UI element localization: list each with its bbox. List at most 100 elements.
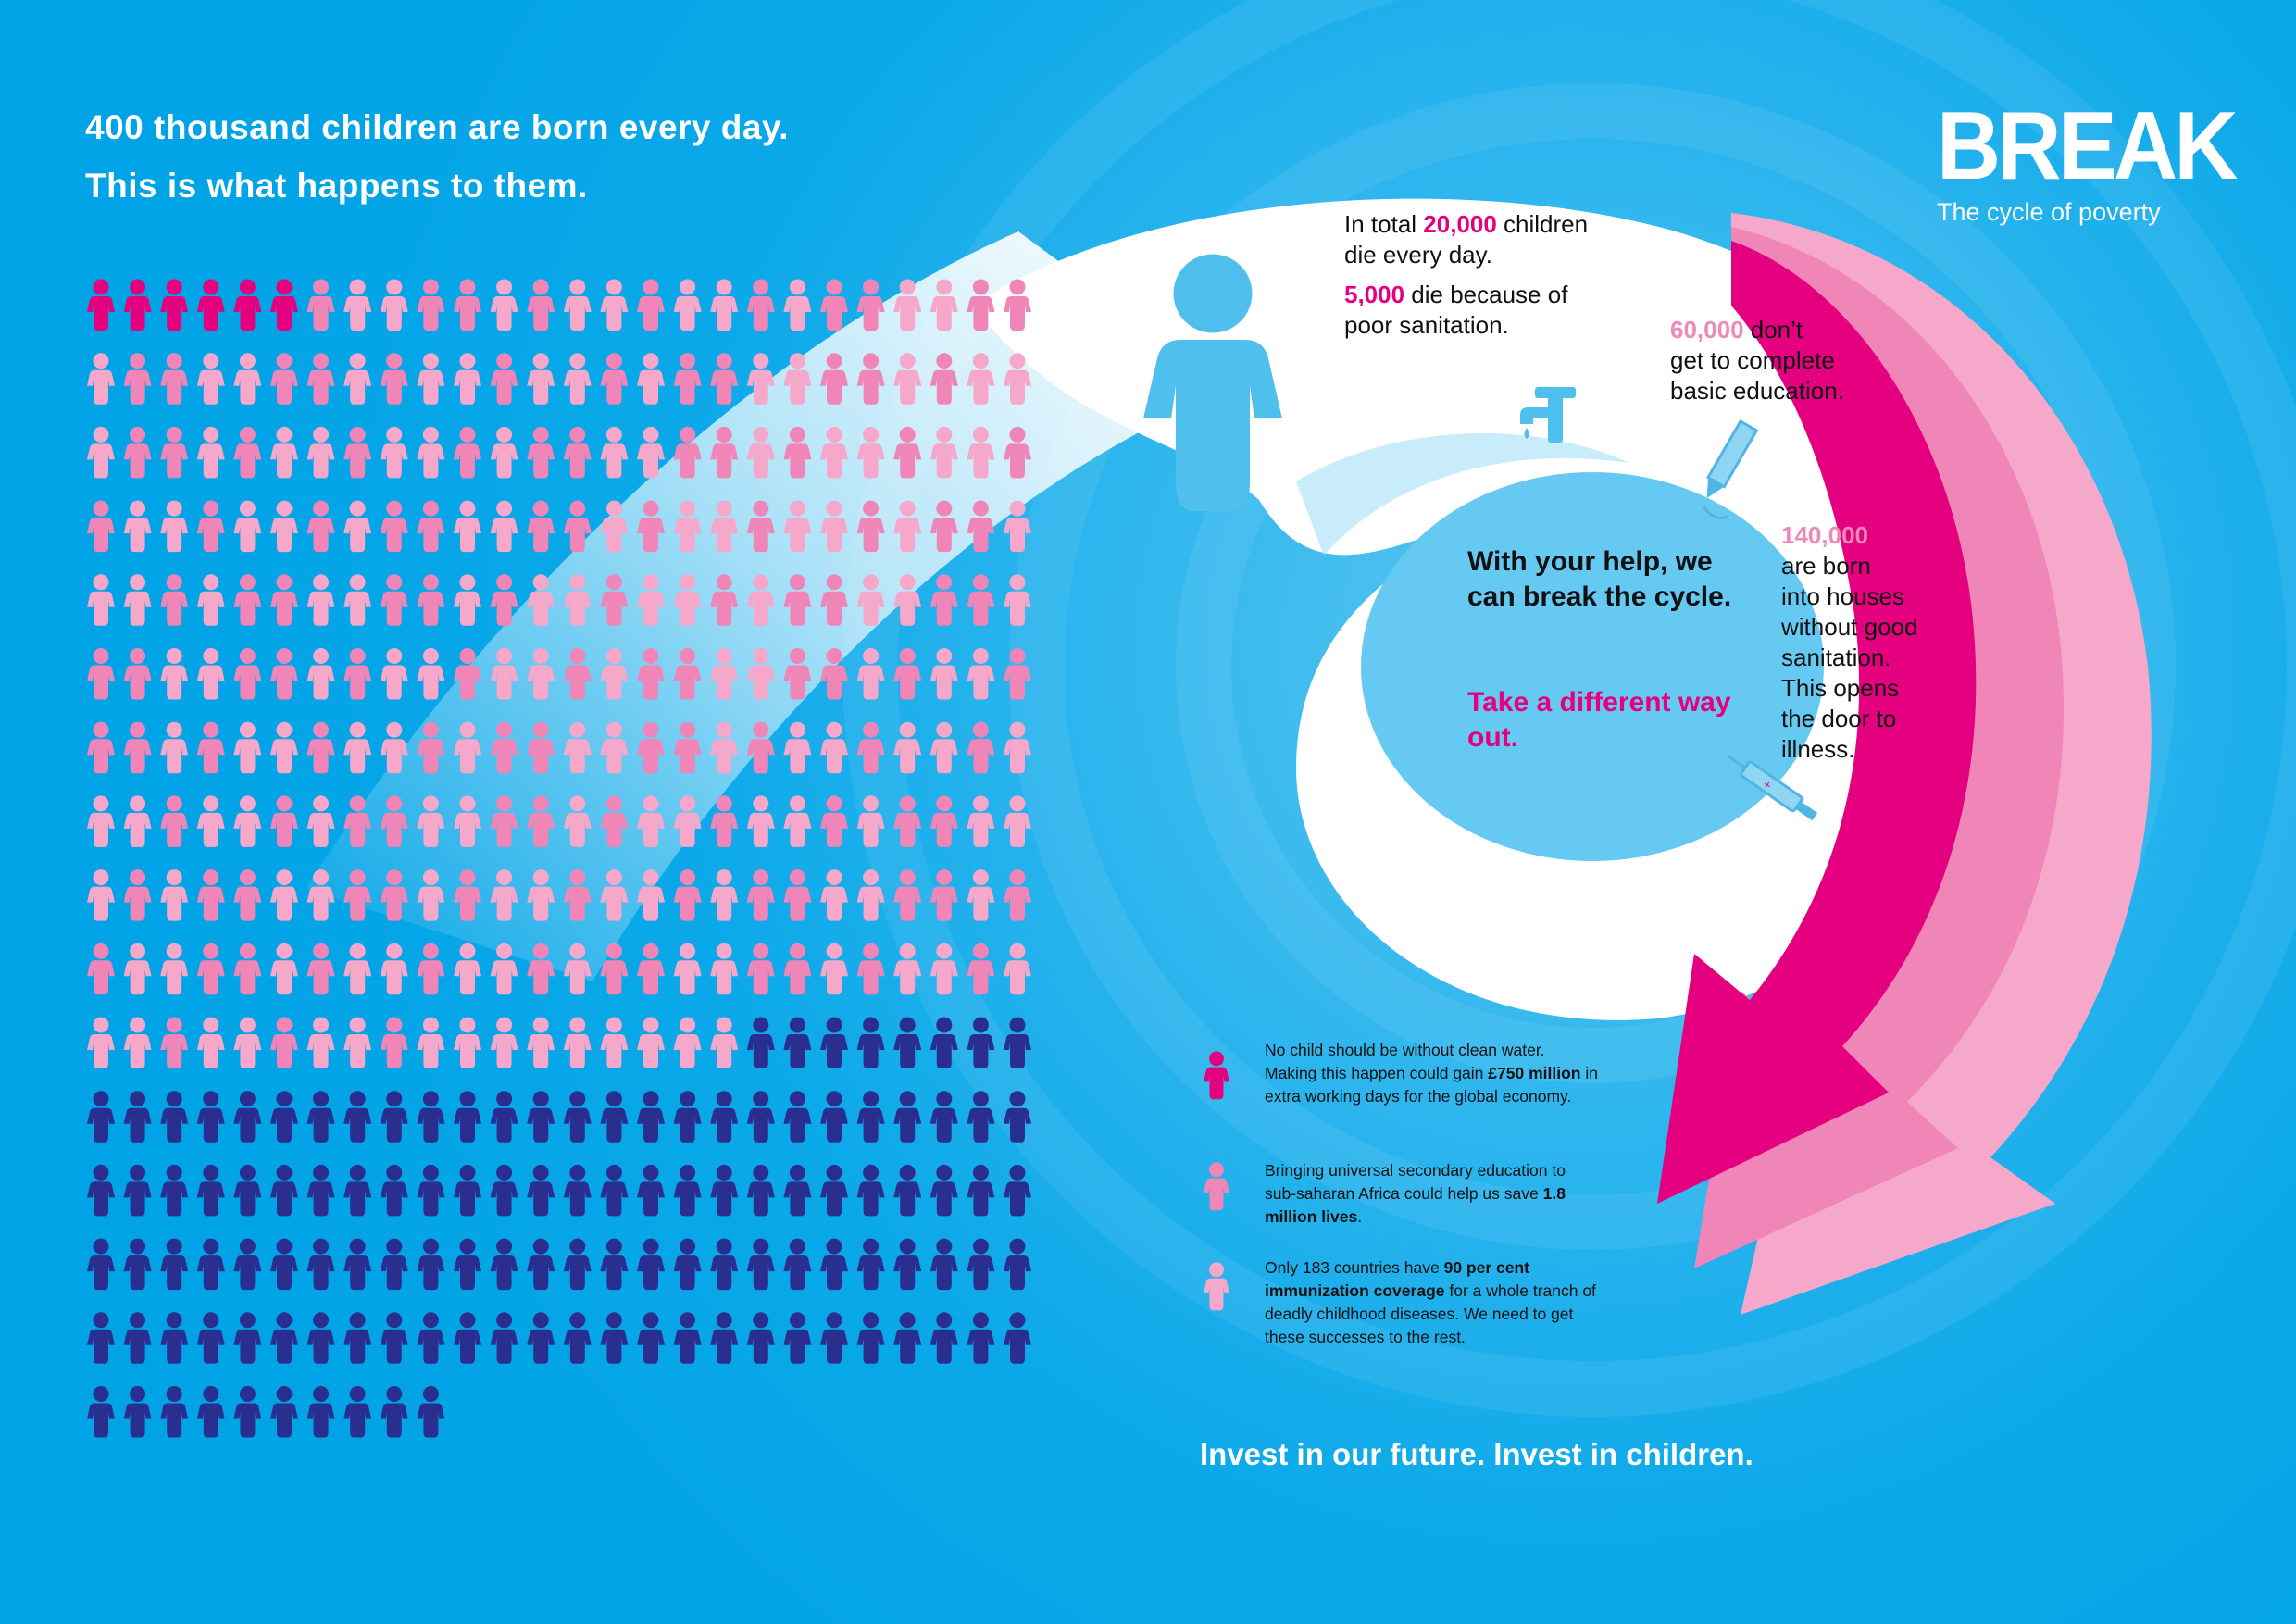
child-figure bbox=[196, 353, 225, 405]
child-figure bbox=[233, 1017, 262, 1068]
child-figure bbox=[637, 279, 665, 331]
child-figure bbox=[490, 1312, 518, 1364]
child-figure bbox=[343, 1017, 372, 1068]
child-figure bbox=[710, 1312, 739, 1364]
child-figure bbox=[417, 943, 445, 995]
child-figure bbox=[417, 1164, 445, 1217]
child-figure bbox=[380, 1312, 408, 1364]
child-figure bbox=[343, 1386, 372, 1438]
child-figure bbox=[600, 1164, 629, 1217]
child-figure bbox=[820, 1017, 848, 1068]
child-figure bbox=[527, 500, 555, 553]
pencil-icon bbox=[1703, 418, 1759, 519]
child-figure bbox=[87, 574, 115, 626]
child-figure bbox=[87, 1164, 115, 1217]
child-figure bbox=[343, 1164, 372, 1217]
child-figure bbox=[123, 1312, 152, 1364]
child-figure bbox=[600, 279, 629, 331]
light-beam bbox=[306, 231, 1231, 981]
child-figure bbox=[563, 1091, 592, 1143]
logo-word: BREAK bbox=[1937, 93, 2238, 200]
pink-arrows bbox=[1657, 213, 2152, 1315]
child-figure bbox=[637, 353, 665, 405]
child-figure bbox=[87, 1238, 115, 1291]
child-figure bbox=[856, 943, 885, 995]
child-figure bbox=[454, 1312, 481, 1364]
child-figure bbox=[123, 1386, 152, 1438]
child-figure bbox=[746, 795, 775, 847]
child-figure bbox=[196, 795, 225, 847]
child-figure bbox=[123, 574, 152, 626]
child-figure bbox=[967, 721, 995, 774]
child-figure bbox=[380, 1164, 408, 1217]
child-figure bbox=[563, 1164, 592, 1217]
break-logo: BREAK The cycle of poverty bbox=[1937, 93, 2238, 227]
child-figure bbox=[270, 1017, 298, 1068]
child-figure bbox=[160, 1164, 189, 1217]
child-figure bbox=[123, 426, 152, 479]
child-figure bbox=[673, 869, 702, 921]
child-figure bbox=[233, 943, 262, 995]
child-figure bbox=[196, 574, 225, 626]
child-figure bbox=[1004, 869, 1031, 921]
child-figure bbox=[527, 353, 555, 405]
child-figure bbox=[160, 869, 189, 921]
child-figure bbox=[343, 721, 372, 774]
child-figure bbox=[490, 1164, 518, 1217]
child-figure bbox=[160, 795, 189, 847]
child-figure bbox=[967, 648, 995, 700]
child-figure bbox=[343, 1238, 372, 1291]
child-figure bbox=[673, 1238, 702, 1291]
child-figure bbox=[160, 279, 189, 331]
child-figure bbox=[196, 721, 225, 774]
child-figure bbox=[380, 1238, 408, 1291]
child-figure bbox=[417, 1386, 445, 1438]
child-figure bbox=[967, 574, 995, 626]
child-figure bbox=[637, 943, 665, 995]
child-figure bbox=[673, 1312, 702, 1364]
child-figure bbox=[306, 1238, 335, 1291]
child-figure bbox=[637, 1091, 665, 1143]
child-figure bbox=[490, 426, 518, 479]
child-figure bbox=[417, 353, 445, 405]
child-figure bbox=[637, 1312, 665, 1364]
child-figure bbox=[930, 1238, 958, 1291]
child-figure bbox=[856, 1164, 885, 1217]
child-figure bbox=[196, 1164, 225, 1217]
child-figure bbox=[306, 1017, 335, 1068]
note-clean-water: No child should be without clean water. … bbox=[1265, 1041, 1598, 1106]
child-figure bbox=[343, 1312, 372, 1364]
child-figure bbox=[783, 869, 812, 921]
child-figure bbox=[306, 1091, 335, 1143]
child-figure bbox=[233, 279, 262, 331]
child-figure bbox=[1004, 1238, 1031, 1291]
child-figure bbox=[490, 500, 518, 553]
child-figure bbox=[783, 1017, 812, 1068]
child-figure bbox=[306, 943, 335, 995]
child-figure bbox=[563, 279, 592, 331]
child-figure bbox=[783, 1238, 812, 1291]
child-figure bbox=[123, 353, 152, 405]
child-figure bbox=[270, 869, 298, 921]
child-figure bbox=[160, 426, 189, 479]
child-figure bbox=[673, 279, 702, 331]
child-figure bbox=[563, 1238, 592, 1291]
child-figure bbox=[490, 1238, 518, 1291]
child-figure bbox=[637, 1017, 665, 1068]
child-figure bbox=[417, 574, 445, 626]
child-figure bbox=[306, 1164, 335, 1217]
child-figure bbox=[233, 1091, 262, 1143]
child-figure bbox=[233, 869, 262, 921]
child-figure bbox=[454, 1017, 481, 1068]
child-figure bbox=[233, 1386, 262, 1438]
child-figure bbox=[270, 1091, 298, 1143]
child-figure bbox=[454, 1091, 481, 1143]
child-figure bbox=[563, 1017, 592, 1068]
child-figure bbox=[270, 795, 298, 847]
syringe-icon: + bbox=[1726, 754, 1818, 821]
child-figure bbox=[820, 1238, 848, 1291]
child-figure bbox=[820, 1164, 848, 1217]
logo-subtitle: The cycle of poverty bbox=[1937, 198, 2161, 226]
child-figure bbox=[343, 574, 372, 626]
